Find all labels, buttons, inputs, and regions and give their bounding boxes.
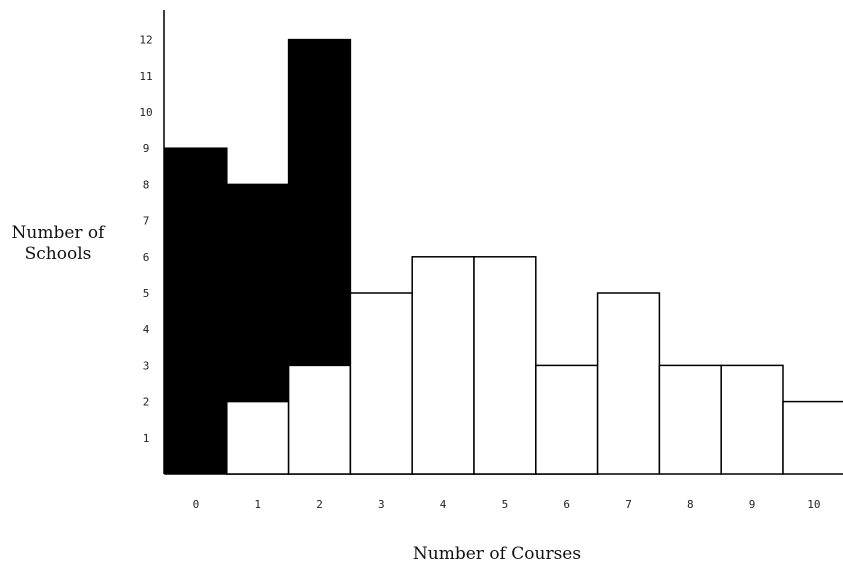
y-tick-label: 8 [143, 178, 150, 191]
x-tick-label: 2 [316, 498, 323, 511]
y-tick-label: 6 [143, 251, 150, 264]
bar-series-1-2 [287, 364, 352, 475]
x-tick-label: 9 [749, 498, 756, 511]
bar-series-1-6 [535, 364, 599, 475]
bars-layer [164, 38, 843, 475]
bar-series-0-0 [164, 147, 228, 475]
y-axis-title-line-1: Number of [12, 223, 107, 243]
y-tick-label: 10 [139, 106, 152, 119]
bar-series-1-4 [411, 256, 475, 475]
x-tick-label: 4 [440, 498, 447, 511]
y-tick-label: 7 [143, 215, 150, 228]
bar-series-1-1 [226, 400, 290, 475]
x-tick-label: 10 [807, 498, 820, 511]
x-axis-title: Number of Courses [413, 544, 581, 564]
x-tick-label: 6 [563, 498, 570, 511]
bar-series-1-5 [473, 256, 537, 475]
y-tick-label: 9 [143, 142, 150, 155]
bar-series-1-7 [596, 292, 661, 475]
x-tick-label: 3 [378, 498, 385, 511]
y-tick-label: 2 [143, 396, 150, 409]
bar-series-1-9 [720, 364, 784, 475]
bar-series-1-3 [349, 292, 413, 475]
y-tick-label: 5 [143, 287, 150, 300]
x-tick-label: 7 [625, 498, 632, 511]
x-tick-label: 8 [687, 498, 694, 511]
x-tick-labels: 0 1 2 3 4 5 6 7 8 9 10 [193, 498, 821, 511]
y-tick-label: 1 [143, 432, 150, 445]
bar-series-1-10 [782, 400, 843, 475]
y-axis-title-line-2: Schools [25, 244, 92, 264]
y-tick-label: 11 [139, 70, 152, 83]
y-tick-label: 12 [139, 34, 152, 47]
x-tick-label: 1 [254, 498, 261, 511]
y-tick-label: 4 [143, 323, 150, 336]
x-tick-label: 5 [502, 498, 509, 511]
x-tick-label: 0 [193, 498, 200, 511]
bar-series-1-8 [658, 364, 722, 475]
y-tick-label: 3 [143, 359, 150, 372]
